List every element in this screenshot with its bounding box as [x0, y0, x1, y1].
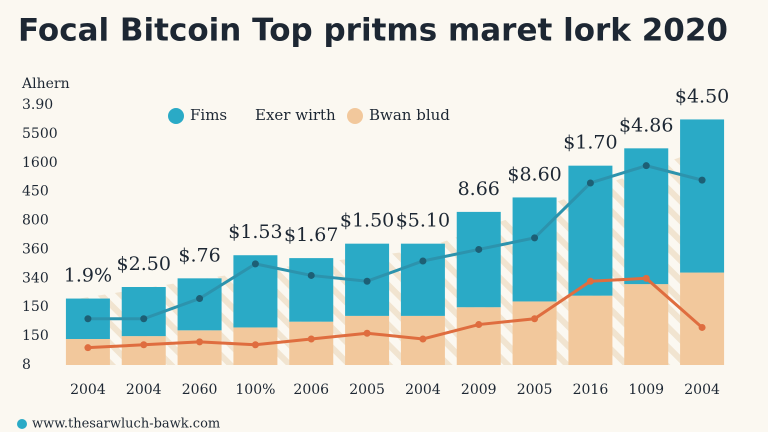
line-point [251, 341, 259, 349]
bar-segment [121, 336, 166, 365]
line-series [87, 276, 704, 350]
data-label: $.76 [178, 244, 220, 266]
data-label: $1.53 [228, 221, 282, 243]
bar-segment [568, 295, 613, 365]
data-label: $1.67 [284, 224, 338, 246]
data-label: $4.86 [619, 114, 673, 136]
bar-segment [289, 321, 334, 365]
bar-segment [680, 119, 725, 273]
line-point [140, 341, 148, 349]
y-tick-label: 150 [22, 328, 49, 344]
bar-segment [456, 211, 501, 308]
legend-label: Fims [190, 106, 227, 124]
line-point [196, 338, 204, 346]
data-label: $1.70 [563, 132, 617, 154]
line-point [531, 234, 539, 242]
data-label: $4.50 [675, 85, 729, 107]
data-label: $2.50 [117, 253, 171, 275]
chart-title: Focal Bitcoin Top pritms maret lork 2020 [18, 13, 728, 49]
data-label: $1.50 [340, 210, 394, 232]
hatch-area [70, 150, 720, 365]
y-tick-label: 5500 [22, 126, 58, 142]
line-point [140, 315, 148, 323]
line-point [698, 323, 706, 331]
bar-segment [624, 284, 669, 365]
source: www.thesarwluch-bawk.com [32, 417, 220, 432]
data-label: 1.9% [64, 265, 112, 287]
y-tick-label: 3.90 [22, 97, 53, 113]
y-tick-label: 8 [22, 357, 31, 373]
y-tick-label: 800 [22, 213, 49, 229]
line-point [307, 335, 315, 343]
bar-segment [568, 165, 613, 296]
bar-segment [680, 272, 725, 365]
line-point [642, 274, 650, 282]
bar-segment [456, 307, 501, 365]
line-point [419, 257, 427, 265]
data-label: 8.66 [458, 178, 500, 200]
bar-segment [121, 287, 166, 337]
legend-label: Exer wirth [255, 106, 336, 124]
legend-marker [168, 108, 184, 124]
x-tick-label: 1009 [628, 382, 664, 398]
legend-label: Bwan blud [369, 106, 450, 124]
line-point [251, 260, 259, 268]
line-point [363, 277, 371, 285]
x-tick-label: 2009 [461, 382, 497, 398]
x-tick-label: 2006 [293, 382, 329, 398]
line-series [87, 164, 703, 321]
source-icon [17, 419, 27, 429]
x-tick-label: 100% [235, 382, 275, 398]
bar-segment [345, 315, 390, 365]
data-label: $5.10 [396, 210, 450, 232]
line-point [196, 295, 204, 303]
x-tick-label: 2004 [684, 382, 720, 398]
x-tick-label: 2060 [182, 382, 218, 398]
bar-segment [512, 301, 557, 365]
legend-marker [347, 108, 363, 124]
line-point [698, 176, 706, 184]
line-point [84, 344, 92, 352]
line-point [642, 162, 650, 170]
x-tick-label: 2005 [517, 382, 553, 398]
line-point [363, 329, 371, 337]
y-tick-label: 150 [22, 299, 49, 315]
data-label: $8.60 [507, 163, 561, 185]
line-point [531, 315, 539, 323]
line-point [84, 315, 92, 323]
x-tick-label: 2004 [126, 382, 162, 398]
line-point [475, 321, 483, 329]
line-point [586, 179, 594, 187]
y-tick-label: 340 [22, 270, 49, 286]
bar-segment [65, 339, 110, 365]
x-tick-label: 2016 [573, 382, 609, 398]
x-tick-label: 2005 [349, 382, 385, 398]
y-tick-label: 1600 [22, 155, 58, 171]
line-point [419, 335, 427, 343]
line-point [307, 271, 315, 279]
bar-segment [289, 258, 334, 322]
bar-segment [512, 197, 557, 302]
y-axis-label: Alhern [21, 76, 70, 92]
bar-segment [400, 243, 445, 316]
x-tick-label: 2004 [405, 382, 441, 398]
bar-segment [177, 330, 222, 365]
x-tick-label: 2004 [70, 382, 106, 398]
line-point [586, 277, 594, 285]
line-point [475, 245, 483, 253]
y-tick-label: 450 [22, 184, 49, 200]
y-tick-label: 360 [22, 241, 49, 257]
